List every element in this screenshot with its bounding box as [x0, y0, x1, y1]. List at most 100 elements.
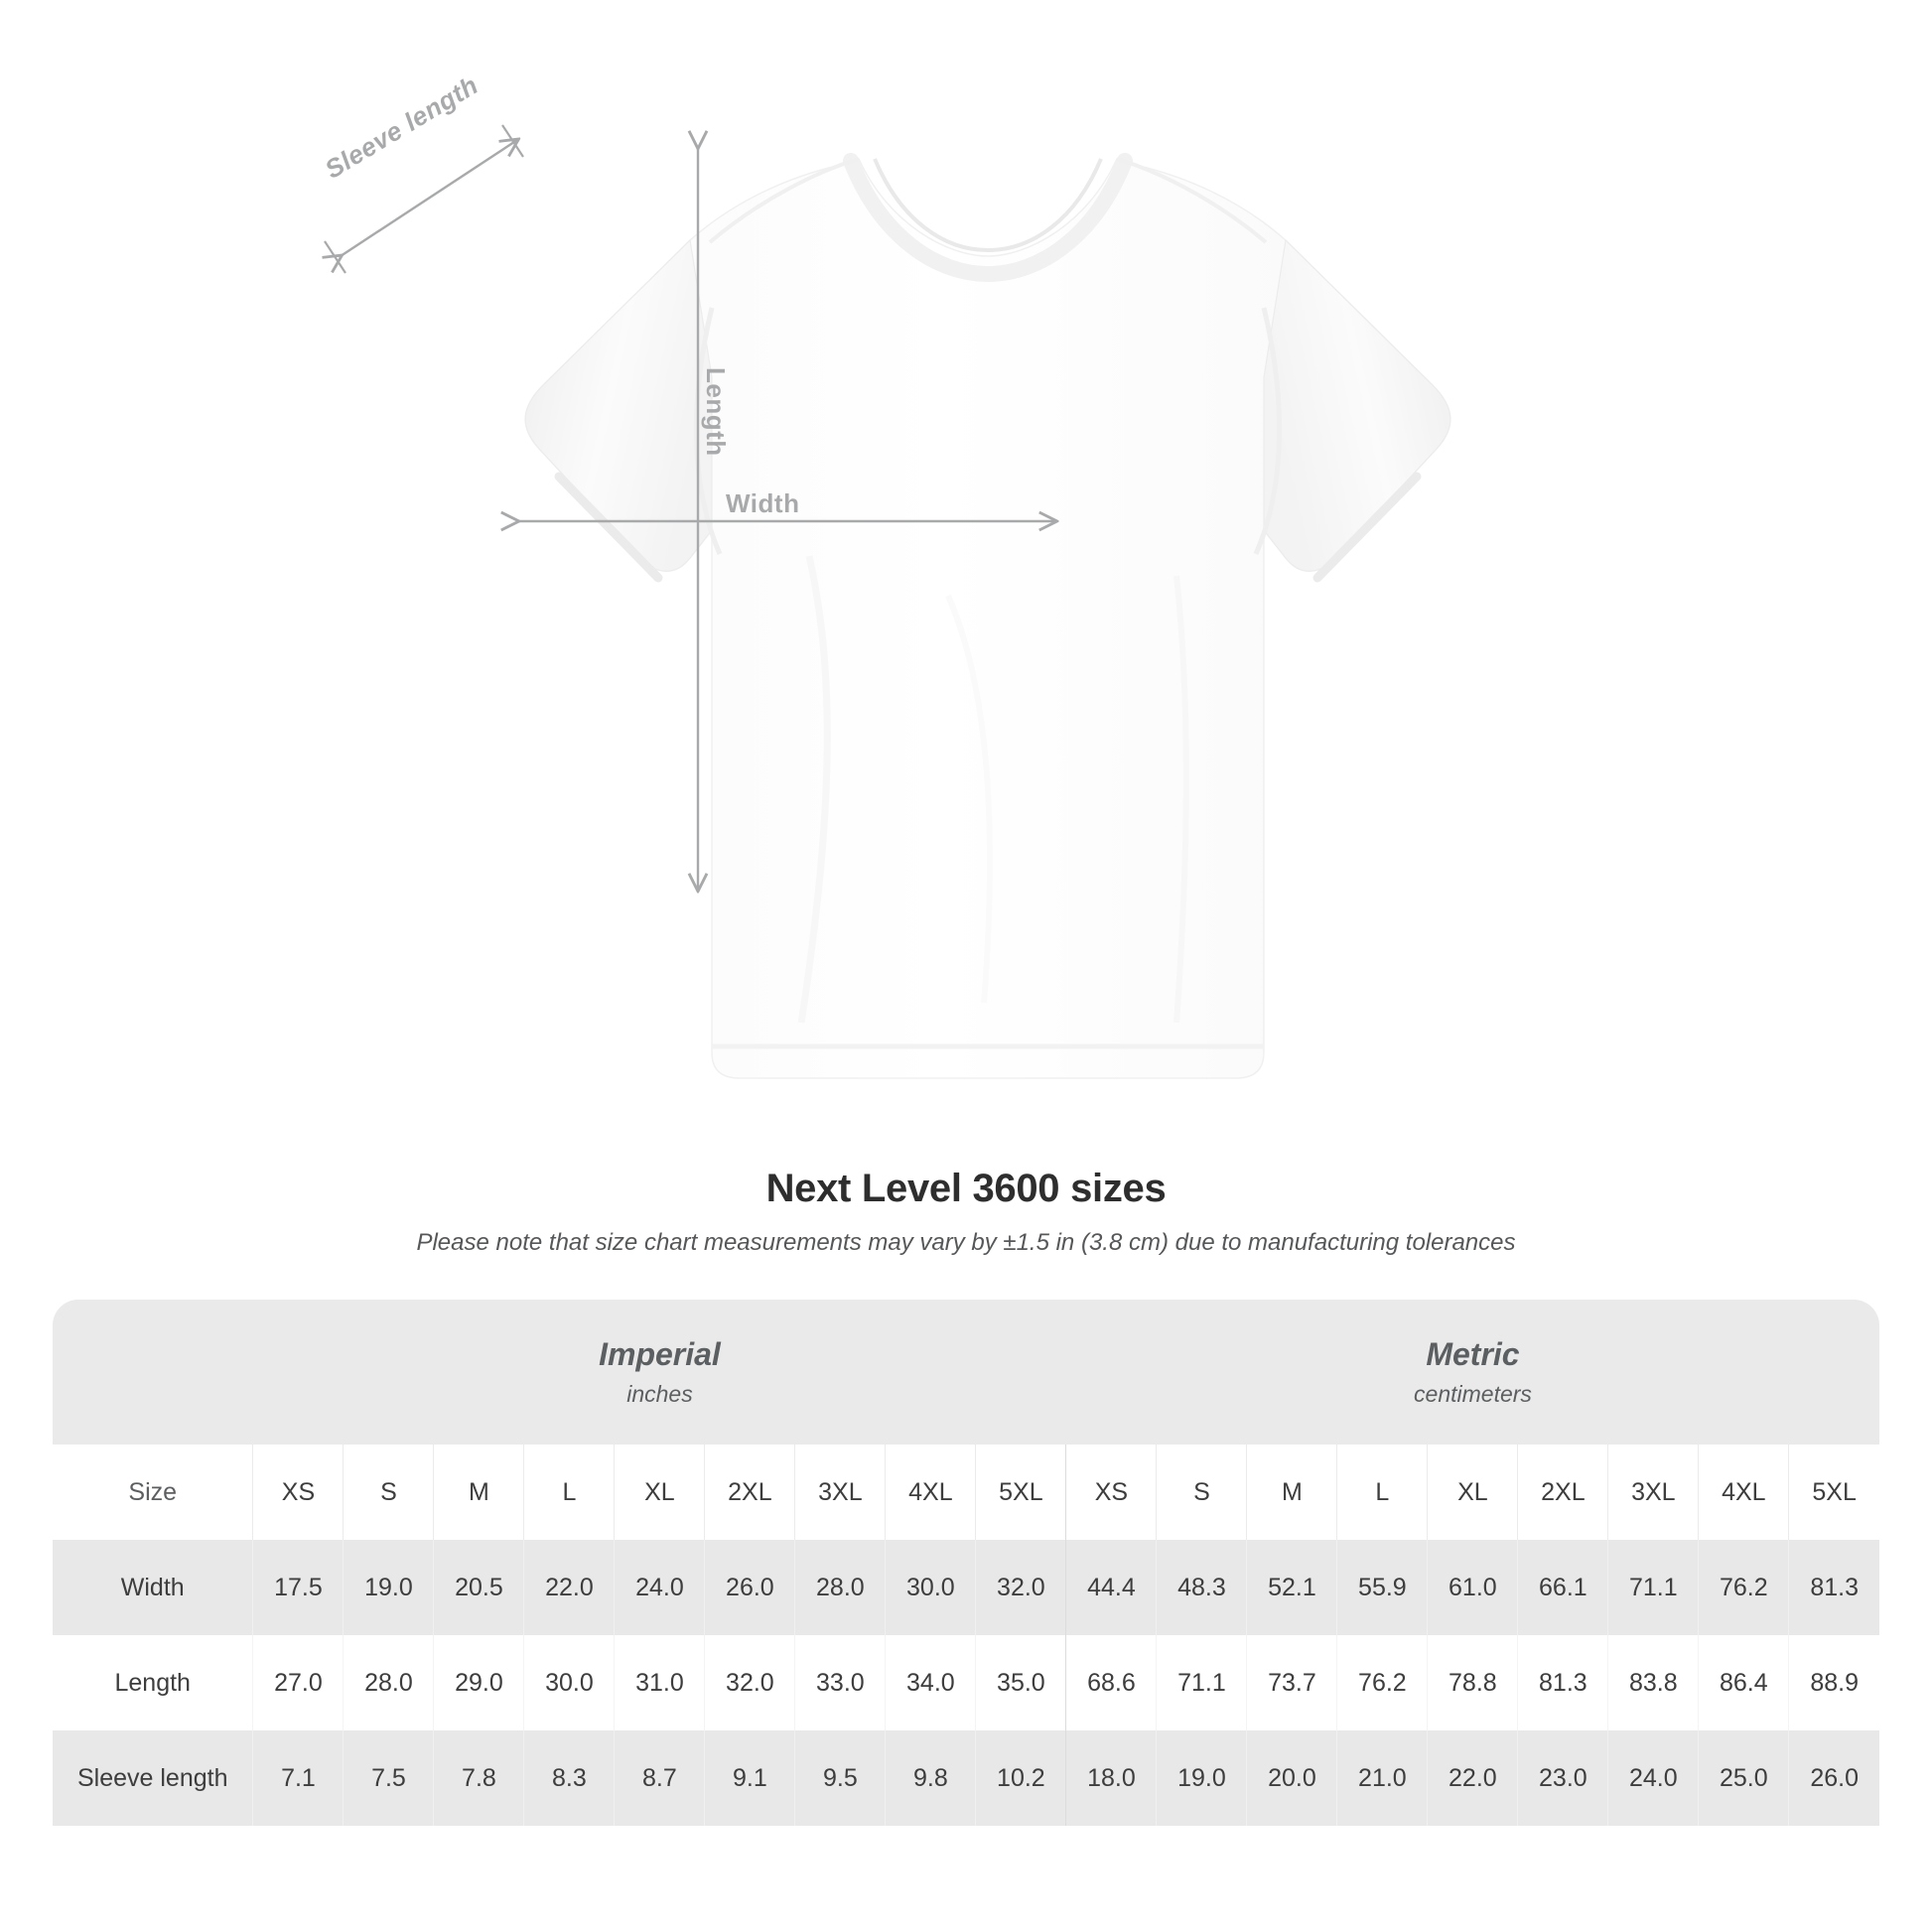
cell-width-met-4xl: 76.2: [1698, 1540, 1789, 1635]
fabric-fold-right: [1173, 575, 1189, 1024]
size-header-met-l: L: [1336, 1445, 1428, 1540]
cell-sleeve-met-3xl: 24.0: [1607, 1730, 1699, 1826]
cell-width-imp-m: 20.5: [433, 1540, 524, 1635]
cell-length-imp-2xl: 32.0: [704, 1635, 795, 1730]
cell-width-imp-5xl: 32.0: [975, 1540, 1066, 1635]
cell-length-met-4xl: 86.4: [1698, 1635, 1789, 1730]
cell-length-imp-4xl: 34.0: [885, 1635, 976, 1730]
table-row: Width 17.5 19.0 20.5 22.0 24.0 26.0 28.0…: [53, 1540, 1879, 1635]
cell-sleeve-imp-m: 7.8: [433, 1730, 524, 1826]
page-title: Next Level 3600 sizes: [765, 1167, 1167, 1210]
size-header-met-s: S: [1156, 1445, 1247, 1540]
size-header-imp-m: M: [433, 1445, 524, 1540]
cell-width-imp-xl: 24.0: [614, 1540, 705, 1635]
cell-sleeve-met-l: 21.0: [1336, 1730, 1428, 1826]
unit-group-metric: Metric centimeters: [1065, 1300, 1879, 1445]
unit-group-metric-name: Metric: [1426, 1336, 1520, 1372]
cell-length-imp-5xl: 35.0: [975, 1635, 1066, 1730]
size-header-met-xs: XS: [1065, 1445, 1157, 1540]
cell-sleeve-met-m: 20.0: [1246, 1730, 1337, 1826]
cell-sleeve-met-4xl: 25.0: [1698, 1730, 1789, 1826]
row-label-width: Width: [53, 1540, 253, 1635]
cell-sleeve-imp-s: 7.5: [343, 1730, 434, 1826]
title-block: Next Level 3600 sizes Please note that s…: [0, 1167, 1932, 1257]
size-header-met-xl: XL: [1427, 1445, 1518, 1540]
cell-length-met-5xl: 88.9: [1788, 1635, 1879, 1730]
cell-width-imp-2xl: 26.0: [704, 1540, 795, 1635]
unit-group-imperial-sub: inches: [626, 1381, 693, 1407]
cell-length-imp-xs: 27.0: [252, 1635, 344, 1730]
row-label-length: Length: [53, 1635, 253, 1730]
length-label: Length: [701, 367, 731, 457]
cell-length-imp-l: 30.0: [523, 1635, 615, 1730]
cell-width-met-m: 52.1: [1246, 1540, 1337, 1635]
size-header-imp-2xl: 2XL: [704, 1445, 795, 1540]
tshirt-right-sleeve: [1263, 238, 1451, 572]
size-table-wrap: Imperial inches Metric centimeters Size …: [53, 1300, 1879, 1826]
right-sleeve-hem: [1312, 472, 1422, 583]
size-row-label: Size: [53, 1445, 253, 1540]
cell-length-imp-s: 28.0: [343, 1635, 434, 1730]
width-label: Width: [726, 488, 800, 518]
cell-sleeve-imp-xs: 7.1: [252, 1730, 344, 1826]
left-shoulder-seam: [708, 157, 860, 244]
cell-sleeve-imp-l: 8.3: [523, 1730, 615, 1826]
cell-sleeve-met-2xl: 23.0: [1517, 1730, 1608, 1826]
cell-width-met-5xl: 81.3: [1788, 1540, 1879, 1635]
cell-width-met-2xl: 66.1: [1517, 1540, 1608, 1635]
cell-width-imp-s: 19.0: [343, 1540, 434, 1635]
cell-width-met-3xl: 71.1: [1607, 1540, 1699, 1635]
size-header-met-3xl: 3XL: [1607, 1445, 1699, 1540]
table-row: Sleeve length 7.1 7.5 7.8 8.3 8.7 9.1 9.…: [53, 1730, 1879, 1826]
cell-width-imp-l: 22.0: [523, 1540, 615, 1635]
size-header-imp-l: L: [523, 1445, 615, 1540]
cell-sleeve-met-5xl: 26.0: [1788, 1730, 1879, 1826]
size-header-met-5xl: 5XL: [1788, 1445, 1879, 1540]
cell-length-imp-xl: 31.0: [614, 1635, 705, 1730]
cell-length-met-xs: 68.6: [1065, 1635, 1157, 1730]
cell-width-imp-3xl: 28.0: [794, 1540, 886, 1635]
cell-width-met-xs: 44.4: [1065, 1540, 1157, 1635]
cell-width-met-s: 48.3: [1156, 1540, 1247, 1635]
tshirt-illustration: [392, 129, 1564, 1122]
cell-width-met-xl: 61.0: [1427, 1540, 1518, 1635]
cell-sleeve-met-xs: 18.0: [1065, 1730, 1157, 1826]
cell-length-met-m: 73.7: [1246, 1635, 1337, 1730]
unit-group-imperial: Imperial inches: [252, 1300, 1066, 1445]
size-header-imp-3xl: 3XL: [794, 1445, 886, 1540]
size-header-imp-xs: XS: [252, 1445, 344, 1540]
cell-length-met-2xl: 81.3: [1517, 1635, 1608, 1730]
cell-width-imp-4xl: 30.0: [885, 1540, 976, 1635]
size-header-met-m: M: [1246, 1445, 1337, 1540]
size-table: Imperial inches Metric centimeters Size …: [53, 1300, 1879, 1826]
fabric-fold-left: [797, 555, 831, 1024]
size-header-met-2xl: 2XL: [1517, 1445, 1608, 1540]
size-header-imp-5xl: 5XL: [975, 1445, 1066, 1540]
size-header-row: Size XS S M L XL 2XL 3XL 4XL 5XL XS S M …: [53, 1445, 1879, 1540]
size-header-imp-xl: XL: [614, 1445, 705, 1540]
fabric-fold-center: [945, 594, 993, 1004]
tshirt-left-sleeve: [524, 238, 713, 572]
cell-width-met-l: 55.9: [1336, 1540, 1428, 1635]
unit-header-row: Imperial inches Metric centimeters: [53, 1300, 1879, 1445]
cell-sleeve-imp-2xl: 9.1: [704, 1730, 795, 1826]
cell-length-met-xl: 78.8: [1427, 1635, 1518, 1730]
right-armhole-seam: [1253, 307, 1283, 556]
cell-length-met-s: 71.1: [1156, 1635, 1247, 1730]
cell-width-imp-xs: 17.5: [252, 1540, 344, 1635]
cell-length-met-l: 76.2: [1336, 1635, 1428, 1730]
unit-header-spacer: [53, 1300, 253, 1445]
sleeve-arrow-tick-start: [324, 240, 346, 274]
collar-inner: [873, 158, 1103, 253]
unit-group-metric-sub: centimeters: [1414, 1381, 1532, 1407]
cell-sleeve-imp-xl: 8.7: [614, 1730, 705, 1826]
right-shoulder-seam: [1116, 157, 1268, 244]
tshirt-icon: [524, 153, 1451, 1079]
size-header-imp-4xl: 4XL: [885, 1445, 976, 1540]
cell-sleeve-imp-5xl: 10.2: [975, 1730, 1066, 1826]
cell-length-imp-m: 29.0: [433, 1635, 524, 1730]
table-row: Length 27.0 28.0 29.0 30.0 31.0 32.0 33.…: [53, 1635, 1879, 1730]
unit-group-imperial-name: Imperial: [599, 1336, 721, 1372]
cell-sleeve-met-s: 19.0: [1156, 1730, 1247, 1826]
